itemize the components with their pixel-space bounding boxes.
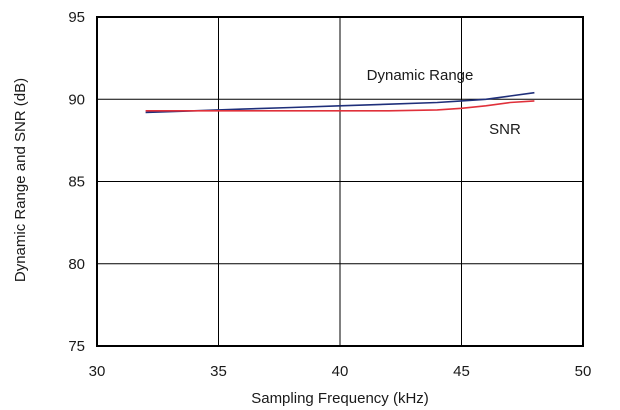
series-line-dynamic-range (145, 91, 535, 114)
series-label-dynamic-range: Dynamic Range (367, 67, 474, 84)
y-tick-label-80: 80 (68, 256, 85, 273)
y-tick-labels: 75 80 85 90 95 (68, 9, 85, 355)
x-tick-label-35: 35 (210, 363, 227, 380)
series-lines (145, 91, 535, 114)
x-tick-label-30: 30 (89, 363, 106, 380)
y-tick-label-90: 90 (68, 91, 85, 108)
x-tick-label-45: 45 (453, 363, 470, 380)
x-tick-label-50: 50 (575, 363, 592, 380)
plot-frame (96, 16, 584, 347)
y-axis-label: Dynamic Range and SNR (dB) (12, 78, 29, 282)
x-tick-label-40: 40 (332, 363, 349, 380)
y-tick-label-75: 75 (68, 338, 85, 355)
x-tick-labels: 30 35 40 45 50 (89, 363, 592, 380)
gridlines (96, 16, 584, 347)
y-tick-label-95: 95 (68, 9, 85, 26)
series-line-snr (145, 100, 535, 112)
x-axis-label: Sampling Frequency (kHz) (251, 390, 429, 407)
y-tick-label-85: 85 (68, 174, 85, 191)
series-label-snr: SNR (489, 121, 521, 138)
